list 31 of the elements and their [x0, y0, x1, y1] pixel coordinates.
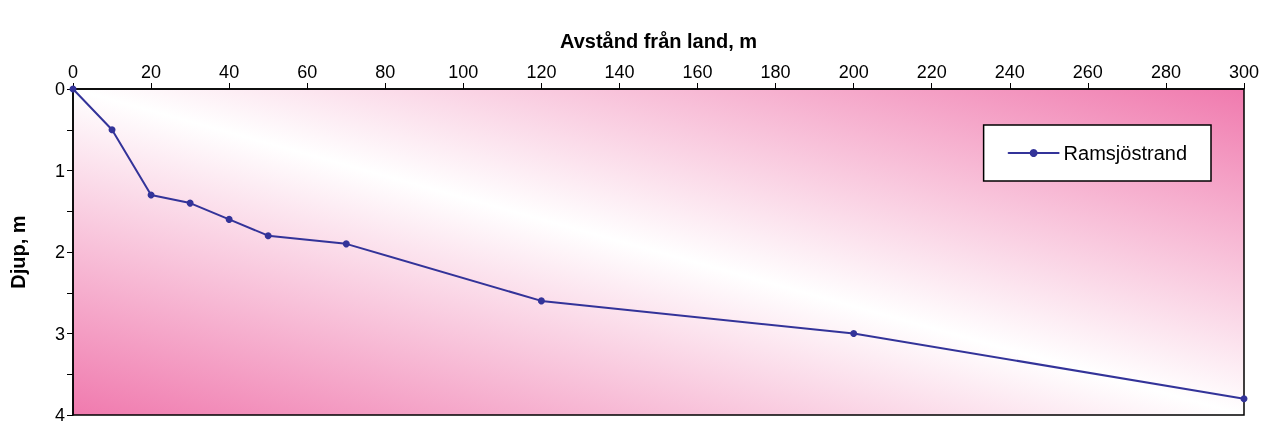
point: [225, 215, 233, 223]
point: [537, 297, 545, 305]
x-tick-label: 40: [219, 62, 240, 82]
x-tick-label: 180: [760, 62, 791, 82]
x-tick-label: 0: [67, 62, 79, 82]
x-tick-label: 60: [297, 62, 318, 82]
x-tick-label: 280: [1150, 62, 1181, 82]
point: [1240, 395, 1248, 403]
legend-label: Ramsjöstrand: [1063, 142, 1188, 164]
point: [264, 232, 272, 240]
x-tick-label: 260: [1072, 62, 1103, 82]
x-tick-label: 300: [1228, 62, 1260, 82]
x-tick-label: 140: [604, 62, 635, 82]
y-tick-label: 0: [54, 79, 65, 99]
x-tick-label: 160: [682, 62, 713, 82]
y-tick-label: 1: [54, 160, 65, 181]
y-tick-label: 4: [54, 405, 65, 425]
x-tick-label: 120: [526, 62, 557, 82]
point: [342, 240, 350, 248]
x-tick-label: 200: [838, 62, 869, 82]
y-tick-label: 3: [54, 323, 65, 344]
x-axis-title: Avstånd från land, m: [559, 30, 758, 52]
x-tick-label: 20: [141, 62, 162, 82]
x-tick-label: 80: [375, 62, 396, 82]
x-tick-label: 240: [994, 62, 1025, 82]
x-tick-label: 220: [916, 62, 947, 82]
x-tick-label: 100: [448, 62, 479, 82]
point: [850, 330, 858, 337]
y-tick-label: 2: [54, 242, 65, 262]
y-axis-title: Djup, m: [7, 215, 29, 289]
point: [108, 126, 116, 134]
